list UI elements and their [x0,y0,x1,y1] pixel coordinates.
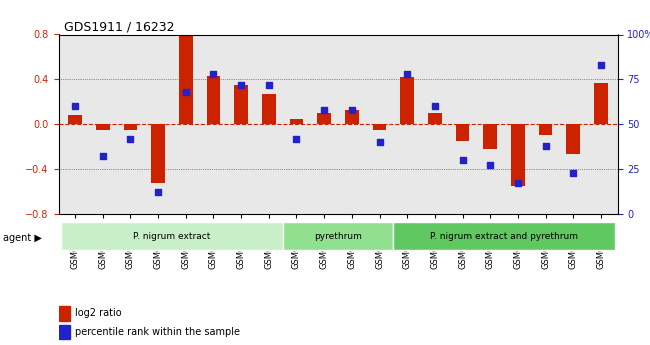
Point [153,190,163,195]
Point [430,104,440,109]
Bar [124,124,137,130]
Bar [539,124,552,135]
Text: log2 ratio: log2 ratio [75,308,122,318]
Point [125,136,136,141]
Bar [317,113,331,124]
Bar [262,94,276,124]
Point [319,107,330,112]
Bar [372,124,387,130]
FancyBboxPatch shape [283,223,393,250]
Text: agent ▶: agent ▶ [3,233,42,243]
Text: pyrethrum: pyrethrum [314,232,362,241]
Bar [68,115,82,124]
Bar [207,76,220,124]
Text: GDS1911 / 16232: GDS1911 / 16232 [64,20,175,33]
Point [70,104,81,109]
Bar [345,110,359,124]
Bar [58,325,70,339]
Point [458,157,468,163]
Bar [151,124,165,183]
Text: percentile rank within the sample: percentile rank within the sample [75,327,240,337]
Point [513,181,523,186]
Point [485,163,495,168]
Text: P. nigrum extract and pyrethrum: P. nigrum extract and pyrethrum [430,232,578,241]
Bar [179,32,192,124]
Point [568,170,578,175]
Bar [400,77,414,124]
Point [540,143,551,148]
Bar [96,124,110,130]
Point [264,82,274,88]
Point [346,107,357,112]
Bar [511,124,525,186]
Point [208,71,218,77]
Bar [484,124,497,149]
Point [291,136,302,141]
Bar [289,119,304,124]
Point [98,154,108,159]
Point [595,62,606,68]
FancyBboxPatch shape [393,223,615,250]
Point [236,82,246,88]
Point [402,71,412,77]
Bar [456,124,469,141]
FancyBboxPatch shape [61,223,283,250]
Text: P. nigrum extract: P. nigrum extract [133,232,211,241]
Bar [566,124,580,155]
Point [374,139,385,145]
Bar [428,113,442,124]
Bar [234,85,248,124]
Bar [58,306,70,321]
Bar [594,83,608,124]
Point [181,89,191,95]
